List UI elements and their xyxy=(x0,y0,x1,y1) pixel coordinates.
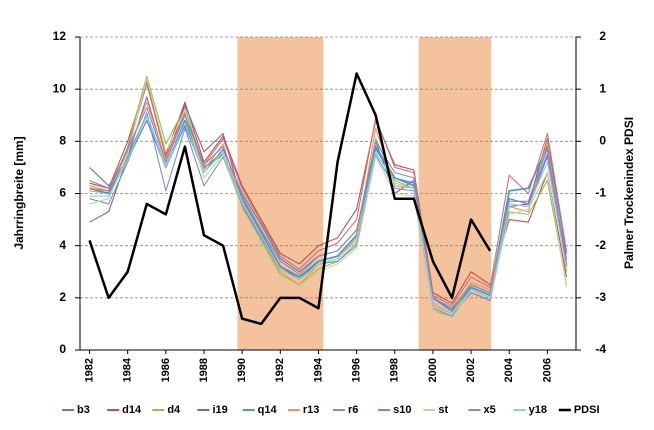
y2-tick-label: -3 xyxy=(595,290,606,304)
series-line xyxy=(89,112,568,317)
legend-label: d14 xyxy=(122,404,142,416)
y2-tick-label: -1 xyxy=(595,186,606,200)
series-line xyxy=(89,96,568,315)
legend-label: r13 xyxy=(303,404,320,416)
y2-tick-label: -4 xyxy=(595,342,606,356)
y-tick-label: 6 xyxy=(59,186,66,200)
legend-label: st xyxy=(438,404,448,416)
y-tick-label: 12 xyxy=(53,29,67,43)
y-tick-label: 4 xyxy=(59,238,66,252)
legend-label: PDSI xyxy=(574,404,600,416)
y2-tick-label: 2 xyxy=(599,29,606,43)
x-tick-label: 1994 xyxy=(312,357,324,382)
x-tick-label: 2004 xyxy=(503,357,515,382)
y-tick-label: 10 xyxy=(53,81,67,95)
x-tick-label: 1992 xyxy=(274,358,286,382)
y2-tick-label: 0 xyxy=(599,134,606,148)
legend-label: y18 xyxy=(529,404,547,416)
legend-label: q14 xyxy=(258,404,278,416)
y2-tick-label: -2 xyxy=(595,238,606,252)
x-tick-label: 1998 xyxy=(389,358,401,382)
series-line xyxy=(89,83,568,307)
series-line xyxy=(88,72,492,326)
series-line xyxy=(89,75,568,317)
legend-label: b3 xyxy=(77,404,90,416)
legend-label: r6 xyxy=(348,404,358,416)
legend-label: d4 xyxy=(167,404,181,416)
x-tick-label: 2002 xyxy=(465,358,477,382)
y-axis-label: Jahrringbreite [mm] xyxy=(12,136,26,249)
x-tick-label: 1990 xyxy=(236,358,248,382)
legend-label: x5 xyxy=(484,404,496,416)
x-tick-label: 1984 xyxy=(122,357,134,382)
legend-label: i19 xyxy=(213,404,228,416)
x-tick-label: 1988 xyxy=(198,358,210,382)
y2-axis-label: Palmer Trockenindex PDSI xyxy=(622,117,636,269)
x-tick-label: 1986 xyxy=(160,358,172,382)
x-tick-label: 2006 xyxy=(541,358,553,382)
y-tick-label: 8 xyxy=(59,134,66,148)
y2-tick-label: 1 xyxy=(599,81,606,95)
y-tick-label: 0 xyxy=(59,342,66,356)
x-tick-label: 2000 xyxy=(427,358,439,382)
series-line xyxy=(89,78,568,320)
legend-label: s10 xyxy=(393,404,411,416)
y-tick-label: 2 xyxy=(59,290,66,304)
series-line xyxy=(89,106,568,309)
x-tick-label: 1996 xyxy=(351,358,363,382)
series-line xyxy=(89,114,568,315)
x-tick-label: 1982 xyxy=(83,358,95,382)
